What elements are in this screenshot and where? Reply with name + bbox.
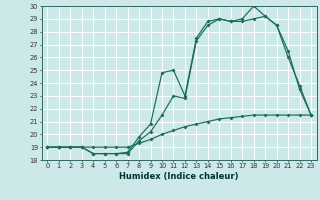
X-axis label: Humidex (Indice chaleur): Humidex (Indice chaleur) bbox=[119, 172, 239, 181]
